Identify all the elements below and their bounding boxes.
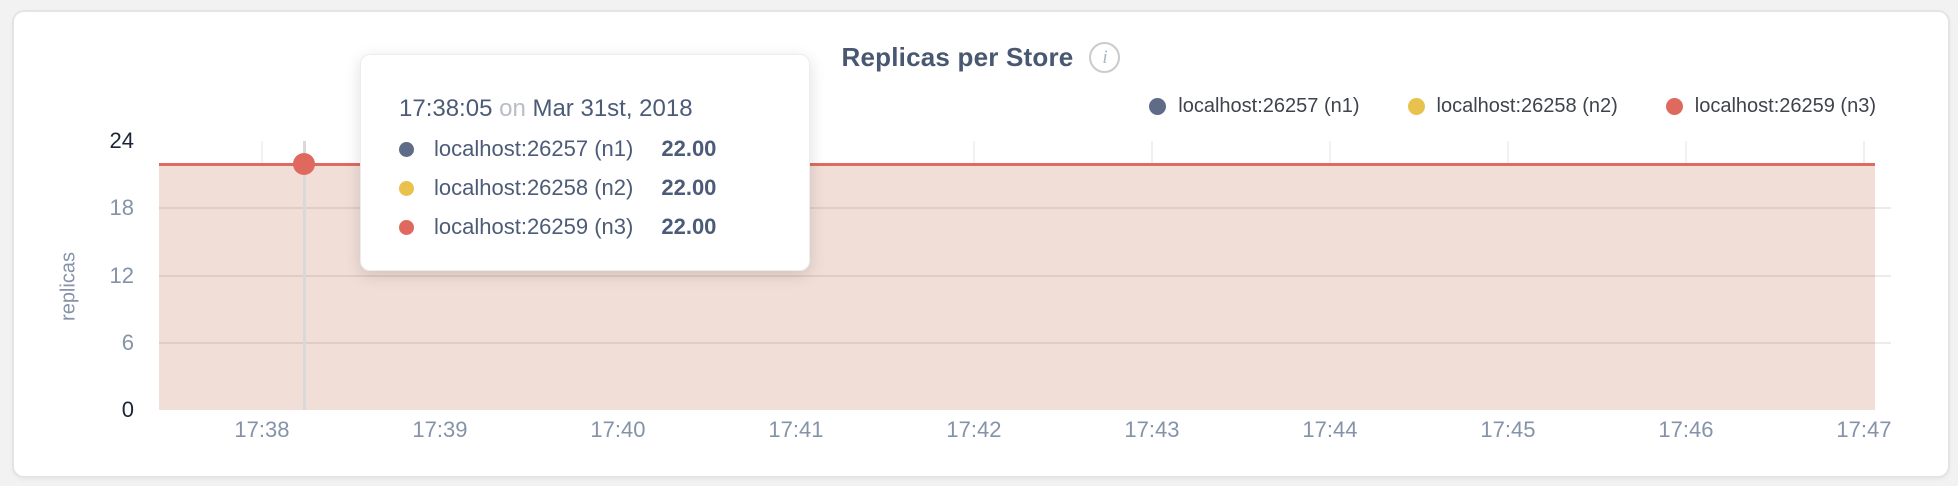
tooltip-row: localhost:26257 (n1) 22.00 xyxy=(399,136,775,162)
legend-item[interactable]: localhost:26259 (n3) xyxy=(1665,95,1876,118)
y-tick-label: 6 xyxy=(121,329,134,355)
legend-item[interactable]: localhost:26257 (n1) xyxy=(1149,95,1360,118)
tooltip-row: localhost:26259 (n3) 22.00 xyxy=(399,214,775,240)
tooltip-row: localhost:26258 (n2) 22.00 xyxy=(399,175,775,201)
x-tick-label: 17:43 xyxy=(1124,417,1180,442)
tooltip-series-name: localhost:26258 (n2) xyxy=(434,175,634,200)
info-icon[interactable]: i xyxy=(1089,42,1121,73)
tooltip-conjunction: on xyxy=(499,95,533,122)
y-gridline xyxy=(159,274,1891,277)
tooltip-time: 17:38:05 xyxy=(399,95,493,122)
hover-guideline xyxy=(302,141,306,410)
hover-point-dot xyxy=(293,153,315,176)
x-tick-label: 17:40 xyxy=(590,417,646,442)
tooltip-series-name: localhost:26259 (n3) xyxy=(434,214,634,239)
y-tick-label: 18 xyxy=(109,195,134,221)
chart-title: Replicas per Store xyxy=(841,42,1074,72)
x-tick-label: 17:46 xyxy=(1658,417,1714,442)
y-axis-title: replicas xyxy=(57,252,80,321)
tooltip-series-name: localhost:26257 (n1) xyxy=(434,136,634,161)
legend-label: localhost:26258 (n2) xyxy=(1436,95,1618,117)
y-gridline xyxy=(159,207,1891,210)
legend-dot-icon xyxy=(1407,98,1425,115)
legend-label: localhost:26259 (n3) xyxy=(1694,95,1876,117)
x-tick-label: 17:42 xyxy=(946,417,1002,442)
tooltip-series-dot-icon xyxy=(399,219,414,235)
legend-item[interactable]: localhost:26258 (n2) xyxy=(1407,95,1618,118)
chart-header: Replicas per Store i xyxy=(14,42,1948,73)
tooltip-series-value: 22.00 xyxy=(661,214,717,239)
x-tick-label: 17:38 xyxy=(234,417,290,442)
tooltip-date: Mar 31st, 2018 xyxy=(532,95,693,122)
x-tick-label: 17:47 xyxy=(1836,417,1892,442)
legend: localhost:26257 (n1) localhost:26258 (n2)… xyxy=(1149,95,1876,118)
legend-label: localhost:26257 (n1) xyxy=(1178,95,1360,117)
tooltip-series-dot-icon xyxy=(399,141,414,157)
x-tick-label: 17:39 xyxy=(412,417,468,442)
y-gridline xyxy=(159,341,1891,344)
x-tick-label: 17:41 xyxy=(768,417,824,442)
y-tick-label: 0 xyxy=(121,397,134,422)
tooltip-series-value: 22.00 xyxy=(661,175,717,200)
tooltip-series-value: 22.00 xyxy=(661,136,717,161)
legend-dot-icon xyxy=(1149,98,1167,115)
x-tick-label: 17:45 xyxy=(1480,417,1536,442)
tooltip-series-dot-icon xyxy=(399,180,414,196)
y-tick-label: 12 xyxy=(109,262,134,288)
legend-dot-icon xyxy=(1665,98,1683,115)
chart-panel: Replicas per Store i localhost:26257 (n1… xyxy=(12,10,1950,478)
chart-tooltip: 17:38:05 on Mar 31st, 2018 localhost:262… xyxy=(360,54,810,271)
x-tick-label: 17:44 xyxy=(1302,417,1358,442)
tooltip-header: 17:38:05 on Mar 31st, 2018 xyxy=(399,95,775,123)
y-tick-label: 24 xyxy=(109,128,134,153)
tooltip-rows: localhost:26257 (n1) 22.00 localhost:26258… xyxy=(399,136,775,240)
